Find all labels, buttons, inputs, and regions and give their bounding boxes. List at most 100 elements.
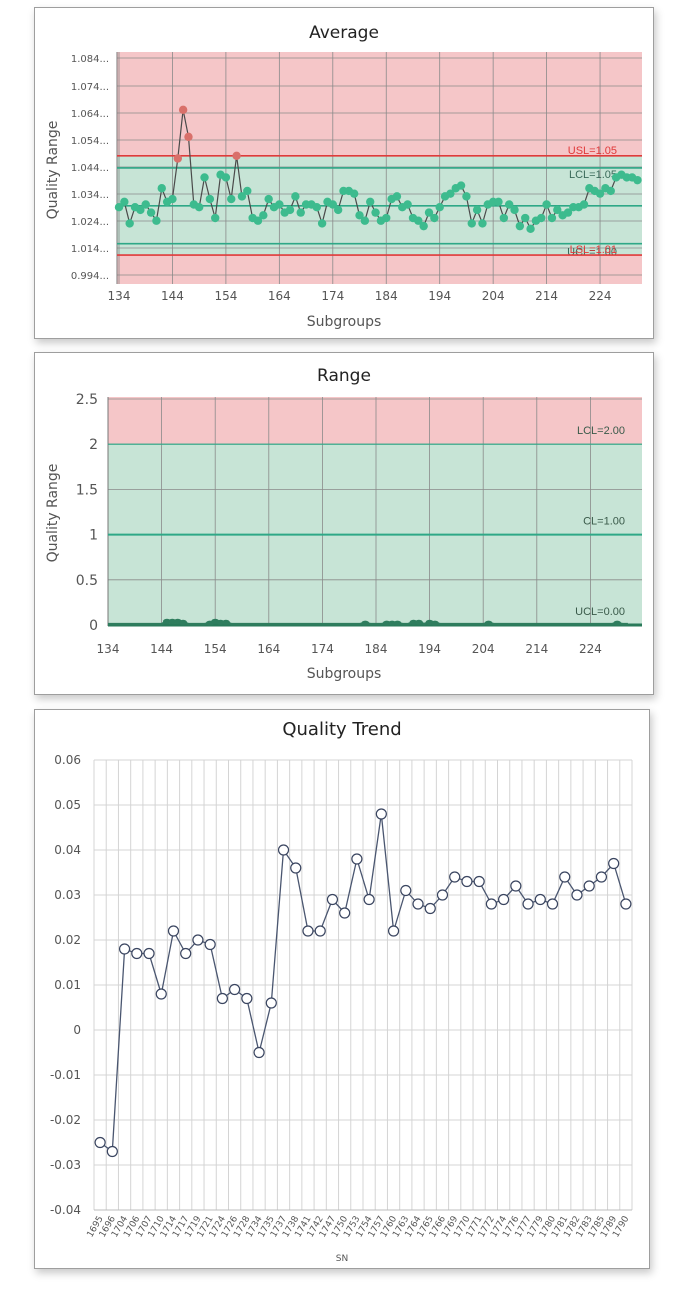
- data-point: [204, 938, 216, 951]
- data-point: [275, 200, 284, 209]
- data-point: [485, 898, 497, 910]
- data-point: [449, 871, 461, 883]
- data-point: [526, 224, 535, 234]
- y-tick-label: 1.054...: [71, 136, 109, 147]
- x-tick-label: 184: [375, 289, 398, 303]
- quality-trend-chart-panel: 0.06 0.05 0.04 0.03 0.02 0.01 0 -0.01 -0.02 -0.03…: [34, 709, 650, 1269]
- data-point: [461, 875, 473, 888]
- x-axis-title: SN: [336, 1254, 348, 1264]
- limit-label: CL=1.00: [583, 516, 625, 528]
- data-point: [499, 213, 509, 223]
- data-point: [472, 205, 482, 215]
- data-point: [253, 216, 263, 225]
- x-tick-label: 194: [418, 642, 441, 656]
- data-point: [241, 992, 253, 1005]
- data-point: [106, 1145, 118, 1158]
- x-tick-label: 184: [365, 642, 388, 656]
- y-tick-label: 0: [73, 1023, 81, 1037]
- data-point: [314, 925, 326, 937]
- y-tick-label: 0.994...: [71, 271, 109, 282]
- data-point: [363, 893, 375, 906]
- data-point: [264, 194, 273, 204]
- upper-out-of-spec-zone: [117, 52, 642, 156]
- lower-out-of-spec-zone: [117, 255, 642, 284]
- data-point: [192, 934, 204, 946]
- data-point: [157, 184, 166, 193]
- data-point: [253, 1046, 265, 1059]
- data-point: [430, 620, 439, 626]
- data-point: [382, 213, 391, 223]
- data-point: [462, 192, 471, 201]
- data-point: [521, 213, 530, 223]
- y-tick-label: 1.074...: [71, 82, 109, 93]
- data-point: [211, 213, 220, 223]
- data-point: [259, 211, 268, 220]
- y-tick-label: 0.03: [54, 888, 81, 902]
- data-point: [200, 173, 209, 182]
- data-point: [290, 862, 302, 874]
- x-tick-label: 204: [472, 642, 495, 656]
- data-point: [546, 898, 559, 910]
- data-point: [131, 947, 143, 960]
- data-point: [414, 619, 423, 625]
- x-tick-label: 144: [161, 289, 184, 303]
- data-point: [467, 219, 476, 228]
- data-point: [498, 893, 510, 906]
- range-chart-panel: LCL=2.00 CL=1.00 UCL=0.00 2.5 2 1.5 1 0.5 0 134 14…: [34, 352, 654, 695]
- data-point: [227, 194, 236, 204]
- data-point: [537, 213, 546, 223]
- y-tick-label: 0.04: [54, 843, 81, 857]
- data-point: [608, 857, 620, 870]
- data-point: [277, 844, 290, 856]
- x-tick-label: 174: [321, 289, 344, 303]
- data-point: [510, 205, 519, 215]
- y-tick-label: 2.5: [76, 392, 98, 408]
- y-tick-label: 0.05: [54, 798, 81, 812]
- y-tick-label: 1.014...: [71, 244, 109, 255]
- data-point: [375, 808, 387, 820]
- chart-title: Range: [317, 366, 371, 386]
- data-point: [424, 902, 436, 915]
- average-chart: USL=1.05LCL=1.05UCL=1.00LSL=1.011.084...…: [45, 23, 642, 330]
- y-tick-label: 1.034...: [71, 190, 109, 201]
- y-tick-label: 1.084...: [71, 54, 109, 65]
- y-tick-label: 1: [89, 528, 98, 544]
- y-tick-label: 0.01: [54, 978, 81, 992]
- out-of-limit-point: [184, 132, 193, 142]
- x-tick-label: 144: [150, 642, 173, 656]
- data-point: [387, 925, 400, 937]
- data-point: [155, 988, 167, 1000]
- chart-title: Average: [309, 23, 379, 43]
- data-point: [400, 884, 412, 897]
- y-tick-label: 0.06: [54, 753, 81, 767]
- data-point: [412, 898, 424, 910]
- y-tick-label: 0.5: [76, 573, 98, 589]
- x-axis-title: Subgroups: [307, 314, 382, 330]
- data-point: [216, 992, 228, 1005]
- data-point: [606, 186, 615, 196]
- chart-title: Quality Trend: [282, 719, 401, 740]
- data-point: [326, 893, 339, 906]
- data-point: [419, 221, 428, 231]
- y-axis-title: Quality Range: [45, 121, 61, 220]
- average-chart-panel: USL=1.05 LCL=1.05 UCL=1.00 LSL=1.01 1.084...…: [34, 7, 654, 339]
- data-point: [221, 619, 230, 625]
- data-point: [125, 219, 134, 228]
- data-point: [312, 202, 321, 212]
- data-point: [563, 208, 573, 217]
- data-point: [494, 197, 503, 206]
- data-point: [221, 173, 231, 182]
- data-point: [194, 202, 204, 212]
- data-point: [559, 871, 571, 883]
- data-point: [152, 216, 161, 225]
- data-point: [371, 208, 380, 217]
- data-point: [333, 205, 343, 215]
- data-point: [515, 221, 525, 231]
- data-point: [446, 189, 455, 198]
- data-point: [414, 216, 423, 225]
- out-of-limit-point: [173, 154, 182, 163]
- y-tick-label: 0: [89, 618, 98, 634]
- data-point: [94, 1136, 106, 1149]
- data-point: [168, 194, 177, 204]
- y-tick-label: -0.01: [50, 1068, 81, 1082]
